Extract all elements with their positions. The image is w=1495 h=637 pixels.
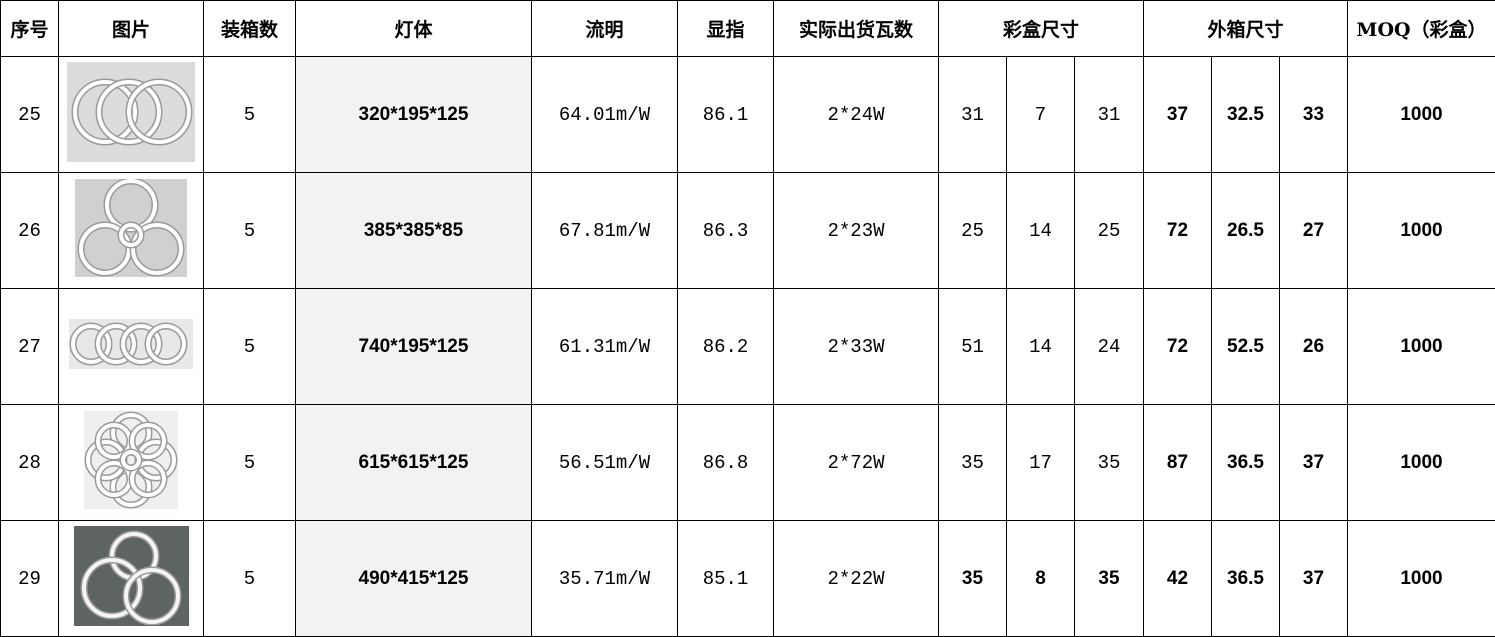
table-row: 26 5 385*385*85 67.81m/W 86.3 2*23W 25 14 25 72 26… <box>0 172 1495 289</box>
cell-carton-dim: 36.5 <box>1211 404 1280 521</box>
cell-carton-dim: 26 <box>1279 288 1348 405</box>
cell-moq: 1000 <box>1347 172 1495 289</box>
cell-watts: 2*23W <box>773 172 939 289</box>
header-lumen: 流明 <box>531 0 678 57</box>
cell-index: 29 <box>0 520 59 637</box>
header-color-box-size: 彩盒尺寸 <box>938 0 1144 57</box>
cell-carton-dim: 72 <box>1143 288 1212 405</box>
cell-color-box-dim: 7 <box>1006 56 1075 173</box>
cell-pack-qty: 5 <box>203 288 296 405</box>
cell-carton-dim: 87 <box>1143 404 1212 521</box>
cell-color-box-dim: 35 <box>938 520 1007 637</box>
header-moq: MOQ（彩盒） <box>1347 0 1495 57</box>
cell-lumen: 67.81m/W <box>531 172 678 289</box>
cell-lamp-body: 385*385*85 <box>295 172 532 289</box>
header-watts: 实际出货瓦数 <box>773 0 939 57</box>
cell-lumen: 64.01m/W <box>531 56 678 173</box>
product-photo <box>67 61 195 162</box>
cell-color-box-dim: 31 <box>1074 56 1144 173</box>
cell-moq: 1000 <box>1347 404 1495 521</box>
cell-index: 25 <box>0 56 59 173</box>
cell-lamp-body: 615*615*125 <box>295 404 532 521</box>
cell-color-box-dim: 35 <box>1074 404 1144 521</box>
cell-lumen: 35.71m/W <box>531 520 678 637</box>
cell-carton-dim: 37 <box>1279 520 1348 637</box>
table-row: 27 5 740*195*125 61.31m/W 86.2 2*33W 51 14 24 72 5… <box>0 288 1495 405</box>
cell-watts: 2*72W <box>773 404 939 521</box>
cell-lamp-body: 490*415*125 <box>295 520 532 637</box>
cell-carton-dim: 72 <box>1143 172 1212 289</box>
product-photo <box>75 178 187 277</box>
cell-color-box-dim: 17 <box>1006 404 1075 521</box>
cell-color-box-dim: 31 <box>938 56 1007 173</box>
cell-carton-dim: 32.5 <box>1211 56 1280 173</box>
header-image: 图片 <box>58 0 204 57</box>
cell-color-box-dim: 14 <box>1006 172 1075 289</box>
cell-watts: 2*22W <box>773 520 939 637</box>
cell-index: 28 <box>0 404 59 521</box>
cell-watts: 2*33W <box>773 288 939 405</box>
cell-color-box-dim: 24 <box>1074 288 1144 405</box>
cell-lamp-body: 740*195*125 <box>295 288 532 405</box>
cell-color-box-dim: 25 <box>1074 172 1144 289</box>
cell-watts: 2*24W <box>773 56 939 173</box>
cell-image <box>58 404 204 521</box>
cell-image <box>58 172 204 289</box>
cell-cri: 85.1 <box>677 520 774 637</box>
cell-image <box>58 56 204 173</box>
cell-cri: 86.8 <box>677 404 774 521</box>
cell-moq: 1000 <box>1347 520 1495 637</box>
cell-color-box-dim: 25 <box>938 172 1007 289</box>
cell-carton-dim: 26.5 <box>1211 172 1280 289</box>
cell-carton-dim: 27 <box>1279 172 1348 289</box>
header-lamp-body: 灯体 <box>295 0 532 57</box>
cell-cri: 86.2 <box>677 288 774 405</box>
table-row: 28 5 615*615*125 56.51m/W 86.8 2*72W 35 17 35 87 3… <box>0 404 1495 521</box>
cell-lumen: 56.51m/W <box>531 404 678 521</box>
cell-index: 27 <box>0 288 59 405</box>
cell-color-box-dim: 35 <box>1074 520 1144 637</box>
cell-carton-dim: 33 <box>1279 56 1348 173</box>
cell-pack-qty: 5 <box>203 56 296 173</box>
cell-moq: 1000 <box>1347 288 1495 405</box>
product-photo <box>69 318 193 369</box>
cell-carton-dim: 42 <box>1143 520 1212 637</box>
cell-color-box-dim: 14 <box>1006 288 1075 405</box>
cell-carton-dim: 36.5 <box>1211 520 1280 637</box>
header-carton-size: 外箱尺寸 <box>1143 0 1348 57</box>
header-cri: 显指 <box>677 0 774 57</box>
header-pack-qty: 装箱数 <box>203 0 296 57</box>
product-photo <box>73 525 189 626</box>
cell-pack-qty: 5 <box>203 404 296 521</box>
cell-pack-qty: 5 <box>203 520 296 637</box>
cell-color-box-dim: 35 <box>938 404 1007 521</box>
cell-color-box-dim: 8 <box>1006 520 1075 637</box>
cell-pack-qty: 5 <box>203 172 296 289</box>
cell-index: 26 <box>0 172 59 289</box>
cell-color-box-dim: 51 <box>938 288 1007 405</box>
header-row: 序号 图片 装箱数 灯体 流明 显指 实际出货瓦数 彩盒尺寸 外箱尺寸 MOQ（… <box>0 0 1495 57</box>
cell-lamp-body: 320*195*125 <box>295 56 532 173</box>
table-row: 29 5 490*415*125 35.71m/W 85.1 2*22W 35 8 35 42 36… <box>0 520 1495 637</box>
cell-carton-dim: 37 <box>1143 56 1212 173</box>
cell-moq: 1000 <box>1347 56 1495 173</box>
header-index: 序号 <box>0 0 59 57</box>
product-photo <box>84 410 178 509</box>
cell-carton-dim: 52.5 <box>1211 288 1280 405</box>
cell-image <box>58 288 204 405</box>
cell-image <box>58 520 204 637</box>
cell-cri: 86.3 <box>677 172 774 289</box>
cell-carton-dim: 37 <box>1279 404 1348 521</box>
cell-cri: 86.1 <box>677 56 774 173</box>
cell-lumen: 61.31m/W <box>531 288 678 405</box>
table-row: 25 5 320*195*125 64.01m/W 86.1 2*24W 31 7 31 37 32… <box>0 56 1495 173</box>
